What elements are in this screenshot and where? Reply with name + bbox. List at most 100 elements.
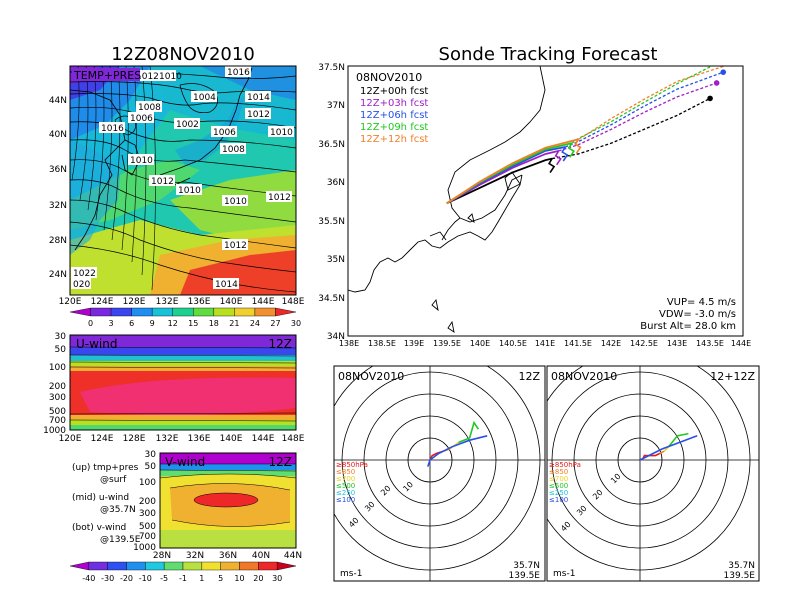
svg-text:1002: 1002 (176, 120, 199, 130)
burst-marker (561, 146, 569, 162)
vwind-colorbar: -40 -30 -20 -10 -5 -1 1 5 10 20 30 (69, 561, 297, 583)
colorbar-label: 30 (291, 319, 301, 328)
colorbar-swatch (131, 307, 153, 317)
hodo-legend-entry: ≤250 (336, 489, 355, 497)
legend-entry: 12Z+12h fcst (360, 134, 428, 145)
track-date: 08NOV2010 (356, 71, 422, 84)
vwind-label: V-wind (165, 455, 205, 469)
isobar-label: 1010 (222, 195, 248, 207)
svg-text:50: 50 (55, 345, 67, 355)
svg-text:44N: 44N (49, 96, 67, 106)
colorbar-swatch (110, 307, 132, 317)
svg-text:1012: 1012 (136, 72, 159, 82)
svg-text:35.7N: 35.7N (513, 561, 540, 571)
svg-text:140E: 140E (220, 434, 243, 444)
colorbar-swatch (254, 307, 276, 317)
hodograph-segment (427, 435, 488, 467)
legend-entry: 12Z+06h fcst (360, 110, 428, 121)
svg-text:(up) tmp+pres: (up) tmp+pres (72, 463, 139, 473)
landing-point (734, 59, 740, 65)
svg-text:136E: 136E (188, 297, 211, 307)
hodograph-segment (659, 450, 665, 455)
svg-text:132E: 132E (156, 297, 179, 307)
colorbar-label: -5 (160, 574, 168, 583)
svg-text:44N: 44N (284, 551, 302, 561)
legend-entry: 12Z+00h fcst (360, 86, 428, 97)
colorbar-swatch (69, 561, 90, 571)
left-title: 12Z08NOV2010 (111, 44, 255, 65)
svg-text:30: 30 (55, 332, 67, 342)
colorbar-label: 6 (129, 319, 134, 328)
colorbar-swatch (151, 307, 173, 317)
hodo-legend-entry: ≤700 (336, 475, 355, 483)
panel-legend-notes: (up) tmp+pres @surf (mid) u-wind @35.7N … (72, 463, 141, 545)
uwind-p-labels: 30 50 100 200 300 500 700 1000 (43, 332, 66, 436)
svg-text:1012: 1012 (224, 241, 247, 251)
svg-text:Burst Alt= 28.0 km: Burst Alt= 28.0 km (640, 321, 736, 332)
svg-text:40N: 40N (49, 130, 67, 140)
colorbar-swatch (258, 561, 278, 571)
colorbar-swatch (201, 561, 221, 571)
colorbar-label: 27 (270, 319, 280, 328)
hodograph-segment (458, 420, 480, 444)
svg-text:40N: 40N (252, 551, 270, 561)
svg-text:1012: 1012 (268, 193, 291, 203)
isobar-label: 1014 (213, 278, 239, 290)
colorbar-swatch (88, 561, 108, 571)
svg-text:ms-1: ms-1 (340, 569, 362, 579)
colorbar-label: 21 (229, 319, 239, 328)
svg-text:34N: 34N (327, 332, 345, 342)
svg-text:1000: 1000 (43, 426, 66, 436)
colorbar-label: 1 (199, 574, 204, 583)
landing-point (713, 80, 720, 86)
isobar-label: 1010 (158, 70, 182, 82)
svg-text:(bot) v-wind: (bot) v-wind (72, 523, 126, 533)
svg-text:139E: 139E (404, 339, 424, 348)
svg-text:12+12Z: 12+12Z (710, 370, 755, 383)
isobar-label: 1016 (99, 122, 125, 134)
uwind-lon-labels: 120E 124E 128E 132E 136E 140E 144E 148E (59, 434, 305, 444)
colorbar-label: 10 (234, 574, 244, 583)
svg-text:100: 100 (139, 478, 156, 488)
isobar-label: 1014 (245, 91, 271, 103)
colorbar-label: 18 (209, 319, 219, 328)
hodo-legend-entry: ≤100 (549, 496, 568, 504)
track-series (446, 59, 740, 205)
svg-text:50: 50 (145, 462, 157, 472)
svg-text:1004: 1004 (193, 93, 216, 103)
isobar-label: 1010 (128, 154, 154, 166)
colorbar-swatch (193, 307, 215, 317)
hodo-legend-entry: ≥850hPa (336, 461, 368, 469)
svg-text:35.5N: 35.5N (318, 217, 345, 227)
colorbar-swatch (182, 561, 203, 571)
colorbar-swatch (145, 561, 165, 571)
colorbar-swatch (172, 307, 194, 317)
track-lon-labels: 138E 138.5E 139E 139.5E 140E 140.5E 141E… (339, 339, 751, 348)
uwind-section (70, 335, 296, 430)
svg-text:35N: 35N (327, 255, 345, 265)
svg-text:37.5N: 37.5N (318, 63, 345, 73)
isobar-label: 1012 (222, 239, 248, 251)
svg-text:@139.5E: @139.5E (100, 535, 141, 545)
colorbar-swatch (126, 561, 146, 571)
track-lat-labels: 37.5N 37N 36.5N 36N 35.5N 35N 34.5N 34N (318, 63, 345, 342)
svg-text:136E: 136E (188, 434, 211, 444)
colorbar-swatch (213, 307, 235, 317)
svg-text:ms-1: ms-1 (553, 569, 575, 579)
burst-marker (554, 150, 562, 166)
colorbar-label: 15 (188, 319, 198, 328)
colorbar-label: -20 (120, 574, 133, 583)
svg-text:144E: 144E (252, 297, 275, 307)
colorbar-label: -30 (101, 574, 114, 583)
hodo-legend-entry: ≤850 (336, 468, 355, 476)
hodo-legend-entry: ≤500 (336, 482, 355, 490)
svg-text:144E: 144E (731, 339, 751, 348)
svg-text:1010: 1010 (159, 72, 182, 82)
colorbar-swatch (275, 307, 297, 317)
hodo-legend-entry: ≤700 (549, 475, 568, 483)
isobar-label: 1008 (136, 101, 162, 113)
svg-text:1016: 1016 (227, 68, 250, 78)
right-title: Sonde Tracking Forecast (439, 44, 658, 65)
svg-text:1008: 1008 (222, 145, 245, 155)
colorbar-label: 9 (150, 319, 155, 328)
